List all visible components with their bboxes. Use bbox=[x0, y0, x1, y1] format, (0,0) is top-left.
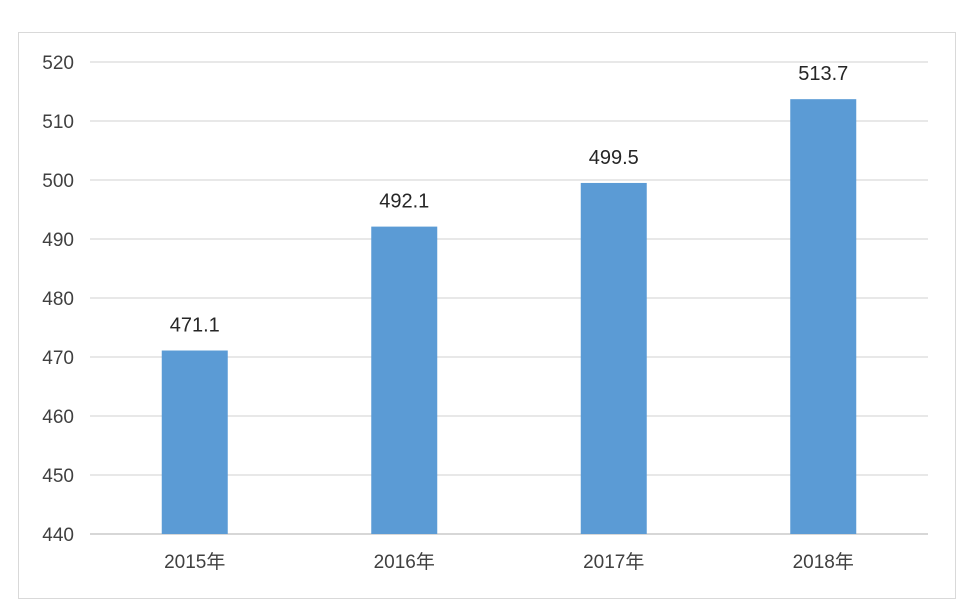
x-axis-tick-labels: 2015年 2016年 2017年 2018年 bbox=[164, 551, 854, 573]
gridlines bbox=[90, 61, 928, 535]
data-label: 492.1 bbox=[379, 191, 429, 213]
x-tick-label: 2016年 bbox=[374, 551, 435, 573]
bar-2 bbox=[371, 226, 438, 535]
data-labels: 471.1 492.1 499.5 513.7 bbox=[170, 63, 849, 336]
y-tick-label: 470 bbox=[42, 348, 74, 369]
data-label: 499.5 bbox=[589, 147, 639, 169]
x-tick-label: 2017年 bbox=[583, 551, 644, 573]
y-tick-label: 490 bbox=[42, 230, 74, 251]
y-tick-label: 480 bbox=[42, 289, 74, 310]
y-axis-tick-labels: 440 450 460 470 480 490 500 510 520 bbox=[42, 53, 74, 546]
y-tick-label: 510 bbox=[42, 112, 74, 133]
x-tick-label: 2015年 bbox=[164, 551, 225, 573]
data-label: 513.7 bbox=[798, 63, 848, 85]
y-tick-label: 460 bbox=[42, 407, 74, 428]
y-tick-label: 520 bbox=[42, 53, 74, 74]
data-label: 471.1 bbox=[170, 315, 220, 337]
y-tick-label: 500 bbox=[42, 171, 74, 192]
bars bbox=[161, 99, 857, 535]
bar-1 bbox=[161, 350, 228, 534]
x-tick-label: 2018年 bbox=[793, 551, 854, 573]
bar-3 bbox=[580, 182, 647, 534]
bar-4 bbox=[790, 99, 857, 535]
y-tick-label: 450 bbox=[42, 466, 74, 487]
y-tick-label: 440 bbox=[42, 525, 74, 546]
